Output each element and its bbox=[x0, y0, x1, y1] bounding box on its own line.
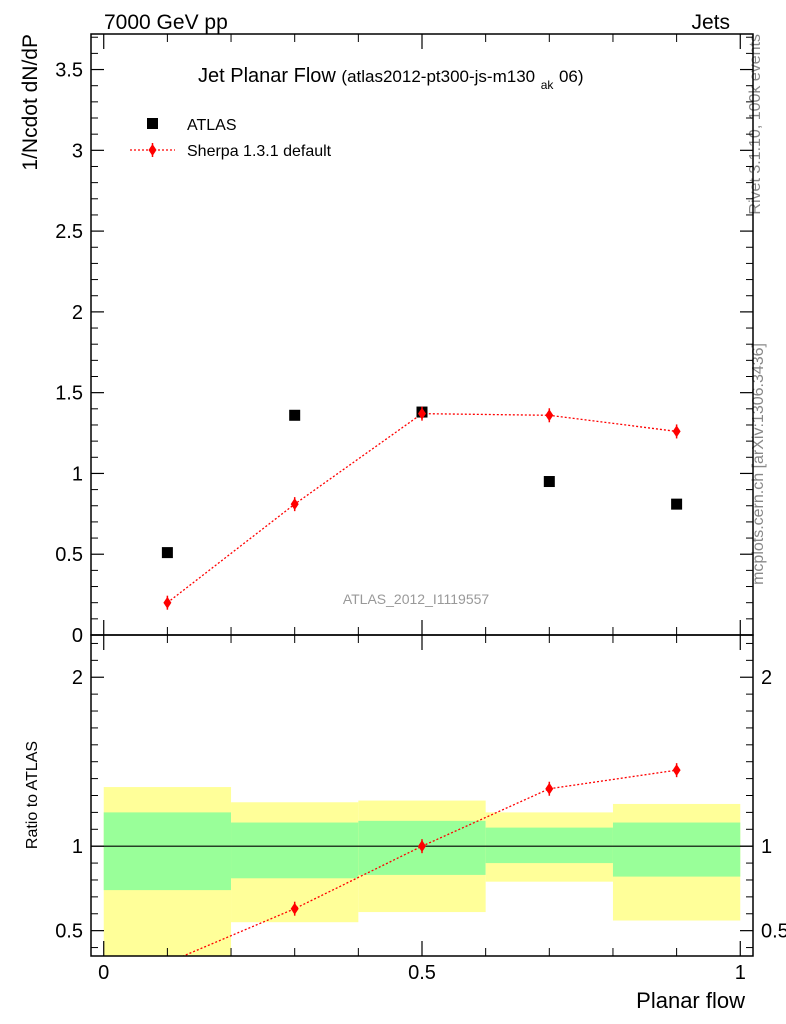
ratio-band-inner bbox=[612, 822, 741, 877]
main-ytick-label: 2.5 bbox=[55, 221, 83, 243]
ratio-band-inner bbox=[485, 827, 613, 864]
ratio-mc-point bbox=[545, 782, 554, 795]
header-right-label: Jets bbox=[691, 11, 730, 34]
mc-data-point bbox=[672, 425, 681, 438]
ratio-band-inner bbox=[103, 812, 232, 891]
main-title-text: Jet Planar Flow bbox=[198, 65, 336, 87]
atlas-data-point bbox=[289, 409, 301, 421]
main-ytick-label: 3 bbox=[72, 140, 83, 162]
ratio-ytick-label-right: 1 bbox=[761, 836, 772, 858]
legend: ATLAS Sherpa 1.3.1 default bbox=[130, 117, 332, 160]
xtick-label: 1 bbox=[735, 962, 746, 984]
mc-data-point bbox=[290, 498, 299, 511]
xtick-label: 0 bbox=[98, 962, 109, 984]
mc-data-point bbox=[418, 407, 426, 420]
main-y-ticks: 0 0.5 1 1.5 2 2.5 3 3.5 bbox=[55, 36, 753, 647]
main-title-subtitle-end: 06) bbox=[559, 67, 584, 86]
atlas-data-point bbox=[543, 476, 555, 488]
ratio-ytick-label: 2 bbox=[72, 667, 83, 689]
ratio-mc-point bbox=[672, 764, 681, 777]
header-left-label: 7000 GeV pp bbox=[104, 11, 228, 34]
main-ylabel: 1/Ncdot dN/dP bbox=[19, 34, 42, 171]
main-ytick-label: 1.5 bbox=[55, 383, 83, 405]
legend-atlas-label: ATLAS bbox=[187, 117, 237, 134]
main-ytick-label: 3.5 bbox=[55, 60, 83, 82]
mc-series-line bbox=[166, 413, 677, 604]
mcplots-label: mcplots.cern.ch [arXiv:1306.3436] bbox=[750, 343, 767, 585]
ratio-band-inner bbox=[231, 822, 359, 879]
ratio-bands bbox=[103, 787, 741, 956]
main-data-layer bbox=[161, 406, 683, 610]
ratio-ytick-label: 0.5 bbox=[55, 921, 83, 943]
ratio-mc-point bbox=[290, 902, 299, 915]
legend-atlas-marker bbox=[147, 118, 158, 129]
legend-mc-marker bbox=[148, 144, 157, 156]
legend-mc-label: Sherpa 1.3.1 default bbox=[187, 143, 332, 160]
main-panel: Jet Planar Flow (atlas2012-pt300-js-m130… bbox=[55, 33, 754, 647]
ratio-ytick-label: 1 bbox=[72, 836, 83, 858]
analysis-watermark: ATLAS_2012_I1119557 bbox=[343, 591, 490, 607]
ratio-y-ticks: 0.5 0.5 1 1 2 2 bbox=[55, 642, 786, 949]
mc-data-point bbox=[163, 596, 172, 609]
main-ytick-label: 2 bbox=[72, 302, 83, 324]
atlas-data-point bbox=[161, 547, 173, 559]
ratio-ylabel: Ratio to ATLAS bbox=[24, 741, 41, 849]
ratio-panel: 0.5 0.5 1 1 2 2 Ratio to ATLAS bbox=[24, 634, 786, 957]
main-ytick-label: 0 bbox=[72, 625, 83, 647]
main-ytick-label: 0.5 bbox=[55, 544, 83, 566]
main-title: Jet Planar Flow (atlas2012-pt300-js-m130… bbox=[198, 65, 584, 94]
mc-data-point bbox=[545, 409, 554, 422]
main-title-subtitle: (atlas2012-pt300-js-m130 bbox=[341, 67, 535, 86]
rivet-label: Rivet 3.1.10, 100k events bbox=[747, 34, 764, 215]
main-ytick-label: 1 bbox=[72, 463, 83, 485]
ratio-mc-point bbox=[418, 840, 426, 853]
atlas-data-point bbox=[671, 498, 683, 510]
ratio-ytick-label-right: 0.5 bbox=[761, 921, 786, 943]
ratio-ytick-label-right: 2 bbox=[761, 667, 772, 689]
xtick-label: 0.5 bbox=[408, 962, 436, 984]
x-axis-label: Planar flow bbox=[636, 988, 745, 1013]
main-title-subtitle-sub: ak bbox=[541, 78, 555, 92]
x-axis-ticks: 0 0.5 1 bbox=[98, 34, 746, 984]
ratio-data-layer bbox=[181, 763, 681, 956]
